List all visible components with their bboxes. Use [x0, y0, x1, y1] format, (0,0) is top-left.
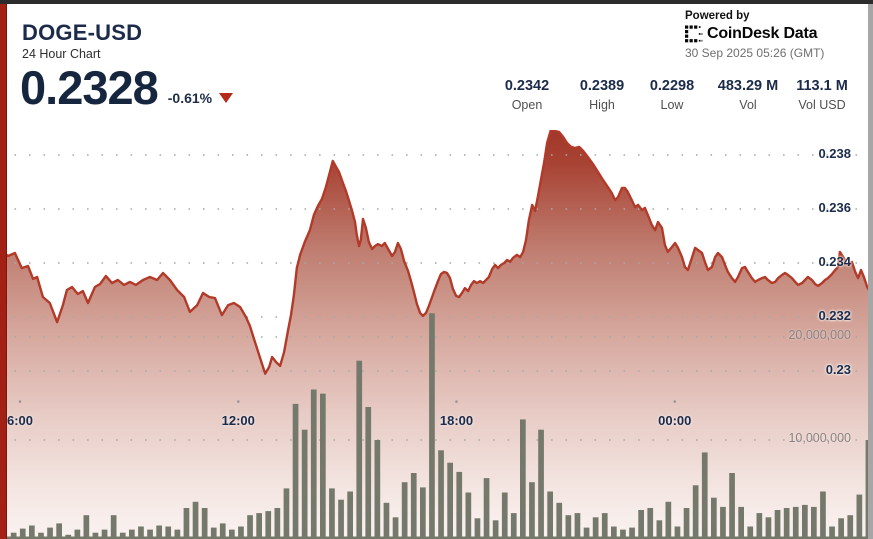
- powered-by-block: Powered by CoinDesk Data 30 Sep 2025 05:…: [685, 10, 847, 60]
- symbol-title: DOGE-USD: [22, 20, 143, 45]
- stat-high-value: 0.2389: [579, 78, 625, 94]
- brand-row[interactable]: CoinDesk Data: [685, 25, 847, 43]
- stat-low-value: 0.2298: [649, 78, 695, 94]
- triangle-down-icon: [219, 93, 234, 103]
- stat-vol-usd-value: 113.1 M: [796, 78, 848, 94]
- stat-vol-value: 483.29 M: [717, 78, 779, 94]
- price-change: -0.61%: [167, 90, 234, 111]
- chart-subtitle: 24 Hour Chart: [22, 47, 101, 61]
- powered-by-label: Powered by: [685, 10, 750, 22]
- timestamp: 30 Sep 2025 05:26 (GMT): [685, 46, 825, 60]
- price-change-percent: -0.61%: [167, 90, 213, 106]
- stat-vol: 483.29 M Vol: [706, 78, 790, 112]
- current-price: 0.2328: [20, 61, 159, 114]
- price-volume-chart[interactable]: [0, 130, 873, 539]
- stat-open: 0.2342 Open: [485, 78, 569, 112]
- stat-open-value: 0.2342: [504, 78, 550, 94]
- stat-vol-label: Vol: [739, 98, 757, 112]
- right-border-strip: [868, 4, 873, 539]
- stat-high: 0.2389 High: [560, 78, 644, 112]
- stat-high-label: High: [589, 98, 615, 112]
- stat-low-label: Low: [660, 98, 684, 112]
- stat-vol-usd-label: Vol USD: [798, 98, 846, 112]
- brand-name: CoinDesk Data: [707, 25, 818, 42]
- stat-low: 0.2298 Low: [630, 78, 714, 112]
- top-border-strip: [0, 0, 873, 4]
- stat-vol-usd: 113.1 M Vol USD: [780, 78, 864, 112]
- coindesk-logo-icon: [685, 25, 703, 43]
- current-price-row: 0.2328 -0.61%: [20, 61, 234, 114]
- stat-open-label: Open: [511, 98, 543, 112]
- left-accent-bar: [0, 4, 7, 539]
